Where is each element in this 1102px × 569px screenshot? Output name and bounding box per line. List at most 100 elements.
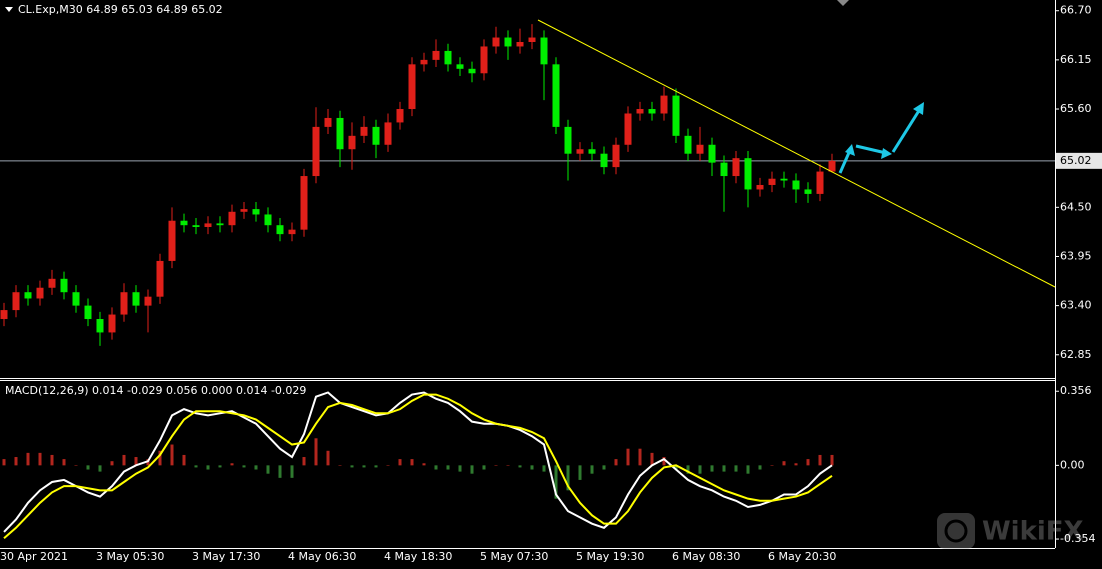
histogram-bar	[614, 459, 618, 466]
forecast-arrows	[838, 102, 924, 174]
candle-body	[24, 292, 32, 299]
candle-body	[348, 135, 356, 150]
x-tick-label: 3 May 05:30	[96, 550, 164, 563]
candle-body	[816, 171, 824, 194]
histogram-bar	[386, 465, 390, 466]
candle-body	[540, 37, 548, 65]
histogram-bar	[530, 465, 534, 470]
shift-marker	[837, 0, 849, 6]
candle-body	[504, 37, 512, 47]
candle-body	[228, 211, 236, 226]
candle-body	[684, 135, 692, 154]
indicator-title: MACD(12,26,9) 0.014 -0.029 0.056 0.000 0…	[5, 384, 306, 397]
chart-title: CL.Exp,M30 64.89 65.03 64.89 65.02	[18, 3, 223, 16]
x-tick-label: 5 May 07:30	[480, 550, 548, 563]
x-tick-label: 3 May 17:30	[192, 550, 260, 563]
histogram-bar	[758, 465, 762, 470]
candle-body	[756, 184, 764, 190]
histogram-bar	[98, 465, 102, 472]
histogram-bar	[254, 465, 258, 470]
candle-body	[732, 158, 740, 177]
histogram-bar	[362, 465, 366, 468]
candle-body	[396, 109, 404, 123]
candle-body	[120, 292, 128, 315]
candle-body	[408, 64, 416, 110]
candle-body	[276, 225, 284, 235]
last-price-box	[1056, 152, 1102, 169]
arrow-head	[881, 148, 892, 159]
arrow-head	[913, 102, 924, 115]
histogram-bar	[194, 465, 198, 468]
histogram-bar	[482, 465, 486, 470]
histogram-bar	[14, 457, 18, 466]
watermark: WikiFX	[937, 513, 1084, 549]
y-tick-label: 63.40	[1060, 299, 1092, 312]
histogram-bar	[302, 457, 306, 466]
histogram-bar	[350, 465, 354, 468]
histogram-bar	[794, 463, 798, 466]
histogram-bar	[170, 444, 174, 466]
histogram-bar	[314, 438, 318, 466]
histogram-bar	[674, 465, 678, 470]
candle-body	[792, 180, 800, 190]
arrow	[855, 144, 887, 155]
candle-body	[0, 310, 8, 320]
histogram-bar	[806, 459, 810, 466]
y-tick-label: 0.00	[1060, 458, 1085, 471]
candle-body	[780, 178, 788, 181]
candle-body	[612, 144, 620, 168]
histogram-bar	[206, 465, 210, 470]
histogram-bar	[578, 465, 582, 480]
symbol-menu-icon	[5, 7, 13, 12]
y-tick-label: 66.15	[1060, 53, 1092, 66]
histogram-bar	[686, 465, 690, 474]
candle-body	[444, 50, 452, 65]
candle-body	[312, 126, 320, 177]
candle-body	[468, 68, 476, 74]
histogram-bar	[326, 450, 330, 466]
histogram-bar	[374, 465, 378, 468]
candle-body	[360, 126, 368, 136]
watermark-text: WikiFX	[982, 517, 1084, 547]
candle-body	[600, 153, 608, 168]
candle-body	[132, 292, 140, 306]
candle-body	[672, 95, 680, 136]
y-tick-label: -0.354	[1060, 532, 1095, 545]
indicator-line	[3, 391, 833, 533]
candle-body	[288, 229, 296, 235]
histogram-bar	[506, 465, 510, 466]
candle-body	[804, 189, 812, 194]
candle-body	[492, 37, 500, 47]
histogram-bar	[470, 465, 474, 474]
candle-body	[12, 292, 20, 311]
histogram-bar	[446, 465, 450, 470]
histogram-bar	[566, 465, 570, 491]
candle-body	[168, 220, 176, 261]
candle-body	[420, 59, 428, 65]
histogram-bar	[110, 461, 114, 466]
histogram-bar	[734, 465, 738, 472]
histogram-bar	[338, 465, 342, 466]
candle-body	[636, 109, 644, 114]
candle-body	[588, 149, 596, 154]
histogram-bar	[62, 459, 66, 466]
x-tick-label: 4 May 18:30	[384, 550, 452, 563]
candle-body	[828, 160, 836, 172]
histogram-bar	[458, 465, 462, 472]
histogram-bar	[290, 465, 294, 478]
y-tick-label: 63.95	[1060, 249, 1092, 262]
histogram-bar	[158, 450, 162, 466]
candle-body	[456, 64, 464, 69]
histogram-bar	[494, 465, 498, 466]
histogram-bar	[230, 463, 234, 466]
arrow-head	[845, 144, 855, 156]
candle-body	[372, 126, 380, 145]
histogram-bar	[830, 454, 834, 466]
histogram-bar	[770, 465, 774, 466]
candle-body	[336, 117, 344, 150]
candle-body	[552, 64, 560, 127]
candle-body	[240, 209, 248, 212]
candle-body	[84, 305, 92, 320]
